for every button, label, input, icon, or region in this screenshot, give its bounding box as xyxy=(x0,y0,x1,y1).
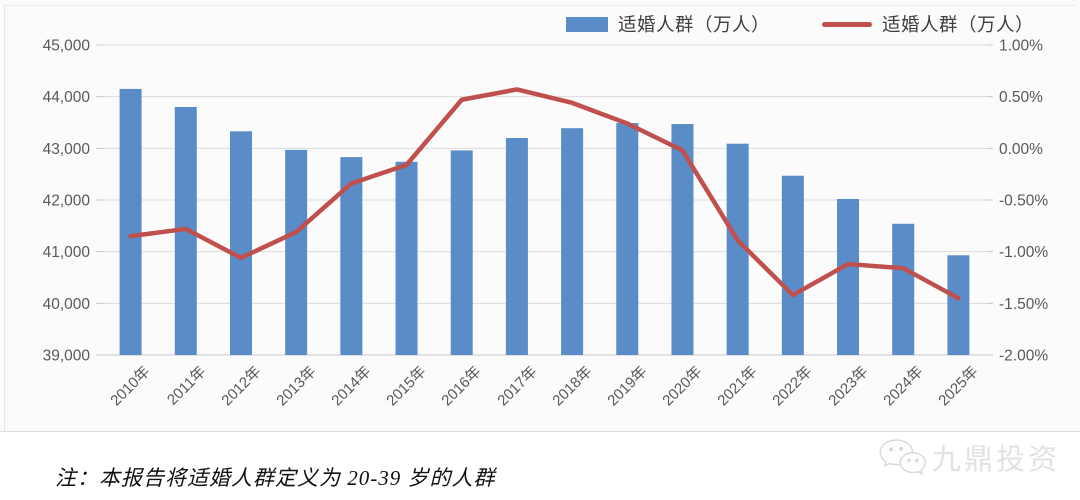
chart-border-top xyxy=(4,5,1076,6)
bar-2014年 xyxy=(340,157,363,355)
footer: 注：本报告将适婚人群定义为 20-39 岁的人群 九鼎投资 xyxy=(0,432,1080,500)
y-axis-left-label: 43,000 xyxy=(43,141,91,158)
y-axis-left-label: 42,000 xyxy=(43,193,91,210)
legend-item-bar-series: 适婚人群（万人） xyxy=(566,11,770,37)
combo-chart: 45,000 1.00% 44,000 0.50% 43,000 0.00% 42,000 -… xyxy=(43,38,1049,365)
bar-2019年 xyxy=(616,123,639,356)
legend-item-line-series: 适婚人群（万人） xyxy=(822,11,1034,37)
chart-border-left xyxy=(4,5,5,431)
bar-2025年 xyxy=(947,255,970,355)
line-series xyxy=(128,87,961,301)
bar-2021年 xyxy=(726,143,749,355)
legend-bar-label: 适婚人群（万人） xyxy=(618,14,771,35)
y-axis-right-label: -2.00% xyxy=(999,348,1048,365)
bar-2023年 xyxy=(837,198,860,355)
bar-2024年 xyxy=(892,223,915,355)
bar-2022年 xyxy=(781,175,804,355)
watermark: 九鼎投资 xyxy=(878,436,1060,478)
wechat-icon xyxy=(879,439,926,476)
bar-2018年 xyxy=(561,128,584,355)
chart-area: 45,000 1.00% 44,000 0.50% 43,000 0.00% 42,000 -… xyxy=(0,5,1080,432)
y-axis-right-label: 1.00% xyxy=(999,38,1043,55)
y-axis-right-label: -1.00% xyxy=(999,244,1048,261)
y-axis-left-label: 44,000 xyxy=(43,89,91,106)
y-axis-right-label: 0.50% xyxy=(999,89,1043,106)
bar-2015年 xyxy=(395,161,418,355)
y-axis-left-label: 40,000 xyxy=(43,296,91,313)
y-axis-right-label: 0.00% xyxy=(999,141,1043,158)
y-axis-right-label: -0.50% xyxy=(999,193,1048,210)
chart-border-bottom xyxy=(0,431,1080,432)
bar-2020年 xyxy=(671,124,694,355)
bar-2017年 xyxy=(505,138,528,355)
bar-2016年 xyxy=(450,150,473,355)
y-axis-left-label: 45,000 xyxy=(43,38,91,55)
bar-2013年 xyxy=(285,149,308,355)
y-axis-left-label: 39,000 xyxy=(43,348,91,365)
bar-2012年 xyxy=(229,131,252,355)
y-axis-right-label: -1.50% xyxy=(999,296,1048,313)
footnote: 注：本报告将适婚人群定义为 20-39 岁的人群 xyxy=(55,466,496,490)
y-axis-left-label: 41,000 xyxy=(43,244,91,261)
legend-line-swatch-icon xyxy=(822,21,873,27)
watermark-text: 九鼎投资 xyxy=(932,444,1061,476)
legend-bar-swatch-icon xyxy=(566,16,608,32)
bar-2010年 xyxy=(119,88,142,356)
legend-line-label: 适婚人群（万人） xyxy=(882,14,1035,35)
legend: 适婚人群（万人） 适婚人群（万人） xyxy=(566,11,1034,37)
